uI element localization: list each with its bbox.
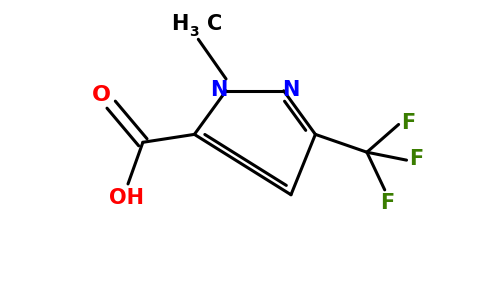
Text: O: O — [92, 85, 111, 105]
Text: OH: OH — [108, 188, 144, 208]
Text: F: F — [401, 113, 416, 134]
Text: N: N — [282, 80, 299, 100]
Text: C: C — [207, 14, 223, 34]
Text: N: N — [211, 80, 228, 100]
Text: F: F — [380, 193, 395, 213]
Text: F: F — [409, 149, 424, 169]
Text: H: H — [171, 14, 188, 34]
Text: 3: 3 — [189, 26, 199, 39]
